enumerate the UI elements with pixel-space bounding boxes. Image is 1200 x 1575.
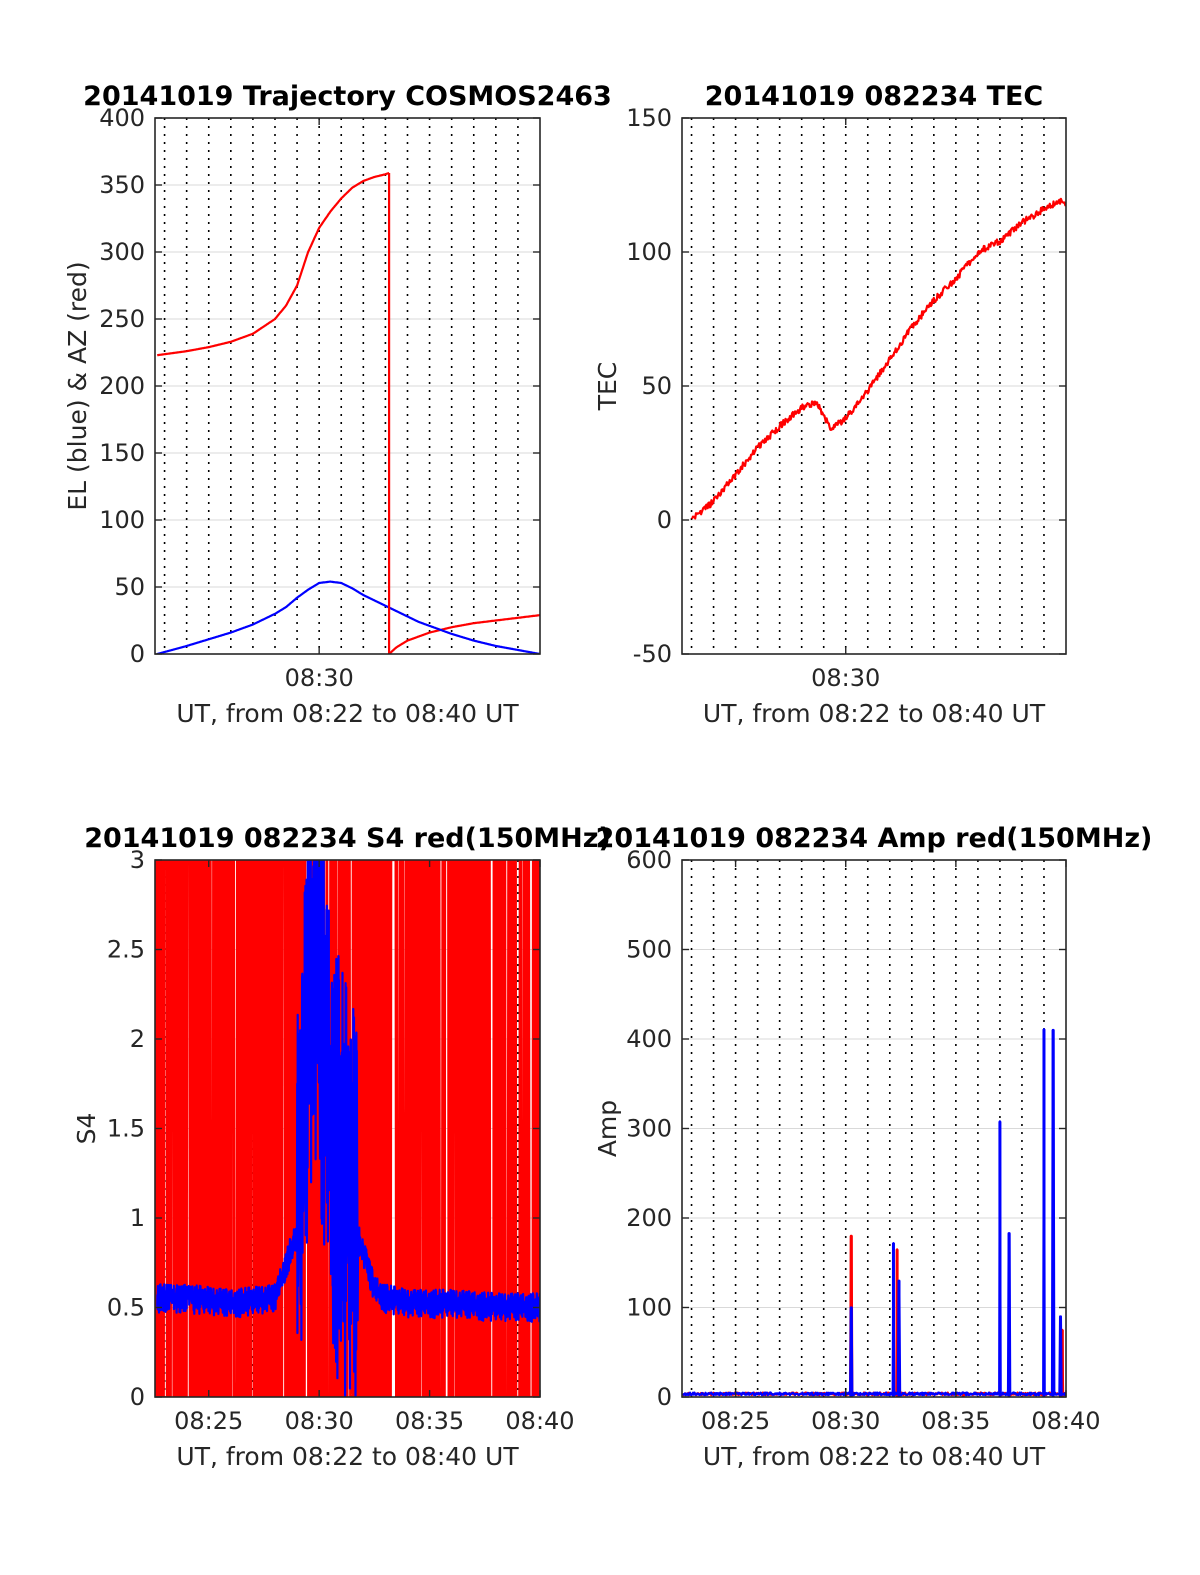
chart-amp: 0 100 200 300 400 500 600 08:25 08:30 08:35 08:40 2… (593, 823, 1152, 1471)
x-axis-label: UT, from 08:22 to 08:40 UT (703, 1442, 1046, 1471)
y-tick-label: 50 (114, 573, 145, 601)
chart-title: 20141019 082234 Amp red(150MHz) (596, 823, 1153, 854)
chart-tec: -50 0 50 100 150 08:30 20141019 082234 TEC UT, … (593, 81, 1067, 728)
x-tick-label: 08:30 (811, 1407, 880, 1435)
y-tick-label: 2 (130, 1025, 145, 1053)
x-tick-label: 08:25 (701, 1407, 770, 1435)
x-axis-label: UT, from 08:22 to 08:40 UT (703, 699, 1046, 728)
y-axis-label: S4 (72, 1113, 101, 1145)
y-tick-label: 0.5 (107, 1294, 145, 1322)
y-tick-label: 1.5 (107, 1115, 145, 1143)
y-tick-label: 2.5 (107, 936, 145, 964)
y-tick-label: 100 (99, 506, 145, 534)
y-tick-label: 300 (626, 1115, 672, 1143)
y-tick-label: 600 (626, 846, 672, 874)
y-tick-label: 500 (626, 936, 672, 964)
y-tick-label: 100 (626, 1294, 672, 1322)
series-line-blue (682, 1028, 1066, 1397)
x-tick-label: 08:40 (1031, 1407, 1100, 1435)
plot-area (155, 860, 540, 1397)
y-axis-label: TEC (593, 362, 622, 412)
series-line-red (156, 171, 390, 357)
chart-trajectory: 0 50 100 150 200 250 300 350 400 08:30 20141019 Tr… (63, 81, 612, 728)
x-axis-label: UT, from 08:22 to 08:40 UT (176, 1442, 519, 1471)
chart-title: 20141019 082234 TEC (705, 81, 1044, 112)
x-tick-label: 08:35 (921, 1407, 990, 1435)
y-tick-label: 150 (626, 104, 672, 132)
y-tick-label: 300 (99, 238, 145, 266)
chart-s4: 0 0.5 1 1.5 2 2.5 3 08:25 08:30 08:35 08:40 2014101… (72, 823, 611, 1471)
plot-area (682, 1028, 1066, 1397)
y-tick-label: 0 (657, 1383, 672, 1411)
y-tick-label: 200 (626, 1204, 672, 1232)
y-tick-label: 0 (657, 506, 672, 534)
y-tick-label: 400 (99, 104, 145, 132)
y-tick-label: 100 (626, 238, 672, 266)
y-tick-label: 350 (99, 171, 145, 199)
y-tick-label: 0 (130, 1383, 145, 1411)
series-line-blue (156, 860, 540, 1397)
chart-title: 20141019 082234 S4 red(150MHz) (84, 823, 611, 854)
y-axis-label: Amp (593, 1100, 622, 1157)
y-tick-label: 0 (130, 640, 145, 668)
y-tick-label: 150 (99, 439, 145, 467)
y-tick-label: 400 (626, 1025, 672, 1053)
y-tick-label: -50 (633, 640, 672, 668)
plot-area (691, 197, 1066, 520)
x-tick-label: 08:35 (395, 1407, 464, 1435)
x-tick-label: 08:30 (811, 664, 880, 692)
y-tick-label: 250 (99, 305, 145, 333)
x-tick-label: 08:30 (285, 1407, 354, 1435)
x-tick-label: 08:40 (505, 1407, 574, 1435)
y-tick-label: 50 (641, 372, 672, 400)
y-tick-label: 3 (130, 846, 145, 874)
plot-area (156, 171, 540, 654)
series-line-blue (156, 580, 540, 654)
x-tick-label: 08:30 (285, 664, 354, 692)
y-axis-label: EL (blue) & AZ (red) (63, 261, 92, 510)
series-line-red (388, 614, 540, 654)
series-line-red (691, 197, 1066, 520)
y-tick-label: 200 (99, 372, 145, 400)
y-tick-label: 1 (130, 1204, 145, 1232)
chart-title: 20141019 Trajectory COSMOS2463 (83, 81, 612, 112)
x-axis-label: UT, from 08:22 to 08:40 UT (176, 699, 519, 728)
x-tick-label: 08:25 (174, 1407, 243, 1435)
